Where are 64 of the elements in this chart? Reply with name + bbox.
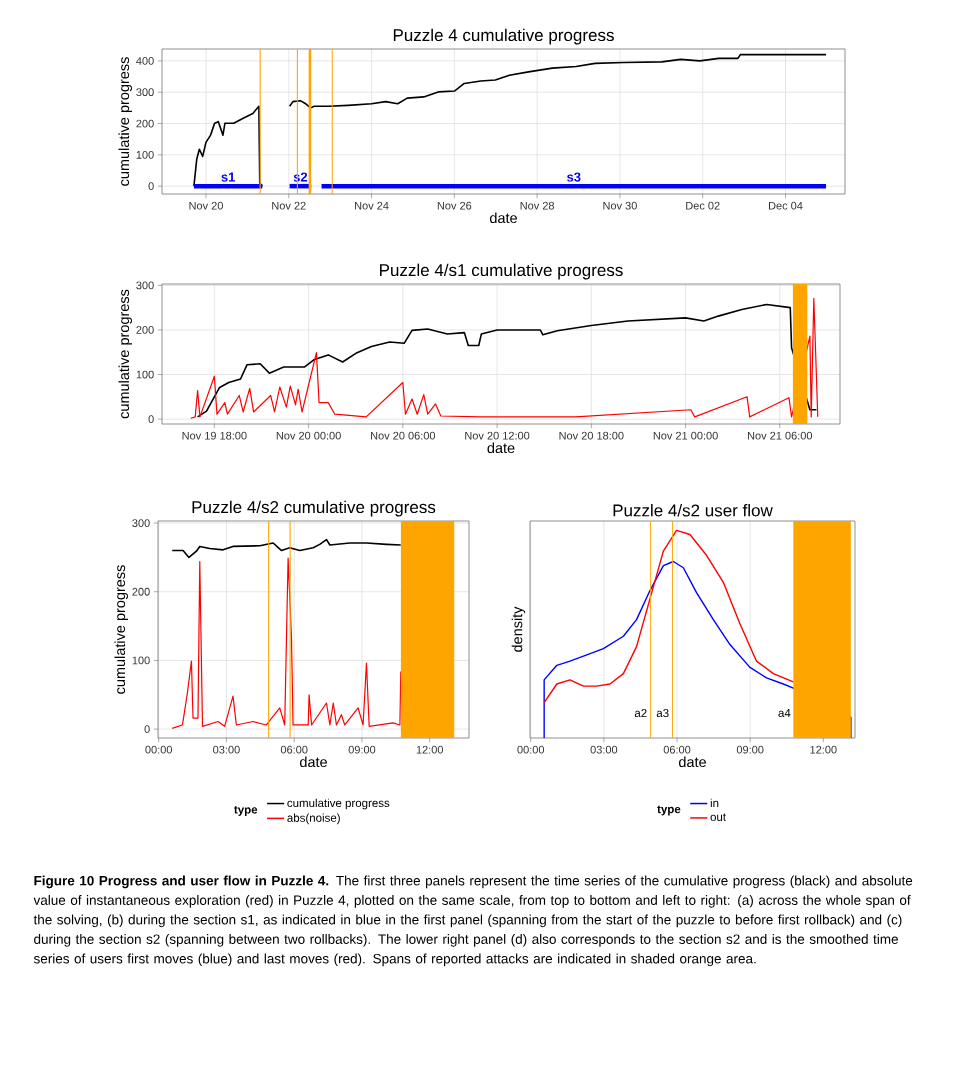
chart-title: Puzzle 4/s2 cumulative progress	[192, 500, 436, 517]
x-tick-label: Nov 20 00:00	[276, 431, 341, 440]
text: Figure 10 Progress and user flow in Puzzle 4. The first three panels represent the time series of the cumulative progress (black) and absolute value of instantaneous exploration (red) in Puzzle 4, plotted on the same scale, from top to bottom and left to right: (a) across the whole span of the solving, (b) during the section s1, as indicated in blue in the first panel (spanning from the start of the puzzle to before first rollback) and (c) during the section s2 (spanning between two rollbacks). The lower right panel (d) also corresponds to the section s2 and is the smoothed time series of users first moves (blue) and last moves (red). Spans of reported attacks are indicated in shaded orange area.	[33, 875, 913, 967]
x-tick-label: 12:00	[416, 745, 444, 754]
y-tick-label: 0	[144, 725, 150, 733]
legend-label: abs(noise)	[287, 813, 340, 825]
y-tick-label: 200	[136, 326, 154, 334]
legend-title: type	[657, 805, 681, 816]
x-tick-label: 00:00	[517, 745, 545, 754]
line-series	[171, 557, 402, 729]
y-tick-label: 0	[148, 182, 154, 191]
x-tick-label: 12:00	[810, 745, 837, 754]
x-tick-label: 09:00	[348, 745, 376, 754]
x-tick-label: 03:00	[590, 745, 618, 754]
x-axis-title: date	[300, 756, 327, 768]
legend-label: in	[710, 798, 719, 807]
chart-title: Puzzle 4/s2 user flow	[613, 504, 773, 517]
y-tick-label: 200	[136, 119, 154, 128]
x-tick-label: 03:00	[213, 745, 240, 754]
y-tick-label: 300	[132, 519, 150, 527]
x-tick-label: Nov 20 12:00	[465, 431, 530, 440]
ref-line-label: a2	[634, 708, 647, 718]
y-tick-label: 100	[132, 656, 150, 665]
band-label: a4	[778, 709, 791, 718]
ref-line-label: a3	[656, 708, 669, 718]
x-tick-label: Nov 20	[189, 201, 223, 210]
x-tick-label: Nov 30	[603, 201, 637, 210]
x-tick-label: Dec 04	[768, 201, 803, 210]
x-tick-label: 06:00	[280, 745, 308, 754]
chart-title: Puzzle 4/s1 cumulative progress	[380, 263, 623, 280]
x-tick-label: Nov 22	[272, 201, 306, 210]
x-tick-label: Nov 19 18:00	[182, 431, 247, 440]
x-tick-label: Nov 21 06:00	[747, 431, 813, 440]
y-axis-title: cumulative progress	[118, 57, 132, 186]
x-tick-label: 00:00	[145, 745, 172, 754]
x-tick-label: Nov 20 18:00	[559, 431, 624, 440]
x-tick-label: Nov 20 06:00	[371, 431, 436, 440]
legend-title: type	[234, 806, 258, 816]
series-label: s3	[567, 172, 581, 182]
x-axis-title: date	[490, 212, 517, 224]
x-tick-label: Nov 26	[437, 201, 472, 210]
x-axis-title: date	[487, 442, 515, 454]
y-tick-label: 300	[136, 281, 154, 290]
x-tick-label: 06:00	[663, 745, 691, 754]
x-tick-label: Dec 02	[686, 201, 720, 210]
x-tick-label: 09:00	[736, 745, 764, 754]
y-tick-label: 300	[136, 88, 154, 97]
x-tick-label: Nov 21 00:00	[653, 431, 718, 440]
y-tick-label: 100	[136, 370, 154, 379]
chart-title: Puzzle 4 cumulative progress	[393, 28, 614, 45]
series-label: s1	[221, 172, 235, 182]
line-series	[171, 538, 402, 559]
y-axis-title: density	[511, 606, 526, 652]
legend-label: cumulative progress	[287, 798, 390, 810]
x-tick-label: Nov 24	[355, 201, 389, 210]
legend-label: out	[710, 813, 726, 821]
y-axis-title: cumulative progress	[114, 565, 128, 694]
y-tick-label: 100	[136, 150, 154, 159]
y-tick-label: 0	[148, 415, 154, 423]
y-tick-label: 200	[132, 587, 150, 596]
x-tick-label: Nov 28	[520, 201, 555, 210]
x-axis-title: date	[679, 756, 706, 768]
y-axis-title: cumulative progress	[118, 289, 132, 419]
y-tick-label: 400	[136, 57, 154, 65]
